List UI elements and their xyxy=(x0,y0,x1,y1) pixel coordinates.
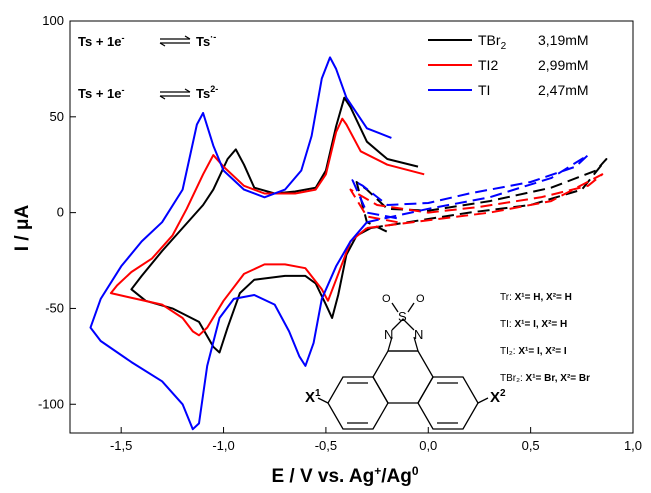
substituent-entry: Tr: X¹= H, X²= H xyxy=(500,292,572,303)
x-tick-label: -1,0 xyxy=(212,438,234,453)
ticks-layer: -1,5 -1,0 -0,5 0,0 0,5 1,0 -100 -50 0 50 100 xyxy=(38,13,642,453)
svg-text:Ts + 1e-: Ts + 1e- xyxy=(78,85,124,101)
svg-text:S: S xyxy=(398,309,407,324)
svg-text:Ts2-: Ts2- xyxy=(196,84,218,101)
series-line-tbr2-dashed xyxy=(355,158,608,233)
series-line-ti-dashed xyxy=(351,154,589,224)
svg-text:O: O xyxy=(382,293,391,305)
y-tick-label: 100 xyxy=(42,13,64,28)
svg-text:N: N xyxy=(414,327,423,342)
plot-frame xyxy=(69,20,634,434)
svg-text:O: O xyxy=(416,293,425,305)
legend: TBr2 3,19mM TI2 2,99mM TI 2,47mM xyxy=(428,32,589,98)
series-layer xyxy=(89,56,608,431)
equilibrium-arrow-icon xyxy=(159,88,191,100)
structure-labels: O O S N N X1 X2 xyxy=(305,293,506,406)
svg-text:N: N xyxy=(384,327,393,342)
svg-text:X2: X2 xyxy=(490,388,506,406)
legend-label: TI2 2,99mM xyxy=(478,57,589,73)
legend-label: TI 2,47mM xyxy=(478,82,589,98)
x-tick-label: 0,5 xyxy=(522,438,540,453)
y-axis-title: I / μA xyxy=(12,204,33,251)
substituent-list: Tr: X¹= H, X²= H TI: X¹= I, X²= H TI₂: X¹=… xyxy=(500,292,590,384)
legend-label: TBr2 3,19mM xyxy=(478,32,589,52)
substituent-entry: TBr₂: X¹= Br, X²= Br xyxy=(500,373,590,384)
svg-text:X1: X1 xyxy=(305,388,321,406)
equilibrium-arrow-icon xyxy=(159,35,191,47)
x-tick-label: -0,5 xyxy=(315,438,337,453)
substituent-entry: TI₂: X¹= I, X²= I xyxy=(500,346,567,357)
series-line-tbr2-solid xyxy=(130,96,419,354)
reaction-annotation-2: Ts + 1e- Ts2- xyxy=(78,84,218,101)
series-line-ti-solid xyxy=(89,56,392,431)
svg-text:Ts·-: Ts·- xyxy=(196,32,216,49)
x-tick-label: -1,5 xyxy=(110,438,132,453)
series-line-ti2-dashed xyxy=(349,173,604,229)
svg-text:Ts + 1e-: Ts + 1e- xyxy=(78,33,124,49)
y-tick-label: 0 xyxy=(57,205,64,220)
series-line-ti2-solid xyxy=(109,117,425,337)
y-tick-label: -50 xyxy=(45,300,64,315)
substituent-entry: TI: X¹= I, X²= H xyxy=(500,319,567,330)
chemical-structure xyxy=(317,302,489,430)
y-tick-label: -100 xyxy=(38,396,64,411)
x-axis-title: E / V vs. Ag+/Ag0 xyxy=(271,464,418,487)
y-tick-label: 50 xyxy=(50,109,64,124)
x-tick-label: 0,0 xyxy=(419,438,437,453)
x-tick-label: 1,0 xyxy=(624,438,642,453)
reaction-annotation-1: Ts + 1e- Ts·- xyxy=(78,32,216,49)
